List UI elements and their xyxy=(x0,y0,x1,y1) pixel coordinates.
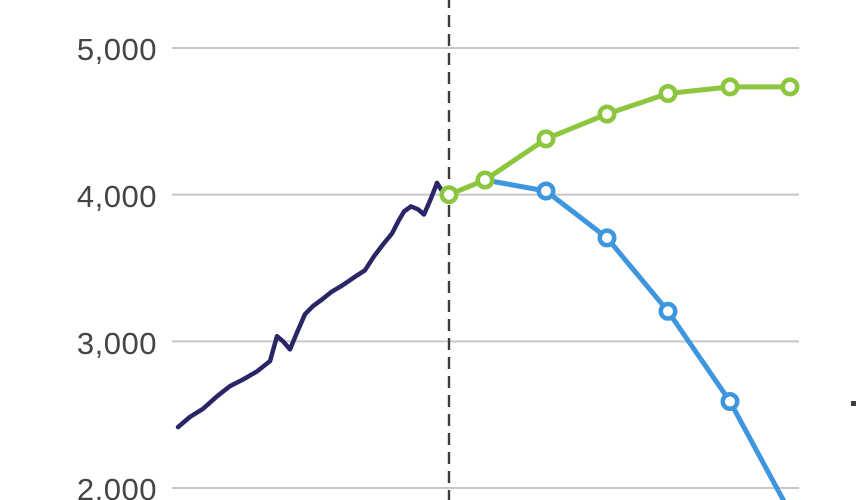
data-point-marker-projection-up xyxy=(439,185,459,205)
data-point-marker-projection-up xyxy=(536,129,556,149)
series-line-projection-down xyxy=(482,177,787,500)
data-point-marker-projection-down xyxy=(536,181,556,201)
data-point-marker-projection-down xyxy=(597,228,617,248)
data-point-marker-projection-up xyxy=(597,104,617,124)
data-point-marker-projection-up xyxy=(720,77,740,97)
data-point-marker-projection-up xyxy=(475,170,495,190)
data-point-marker-projection-up xyxy=(780,77,800,97)
data-point-marker-projection-up xyxy=(658,84,678,103)
series-line-historical xyxy=(175,180,452,430)
clipped-annotation-mark xyxy=(851,401,856,406)
series-line-projection-up xyxy=(446,84,793,198)
data-point-marker-projection-down xyxy=(720,392,740,411)
data-point-marker-projection-down xyxy=(658,301,678,321)
